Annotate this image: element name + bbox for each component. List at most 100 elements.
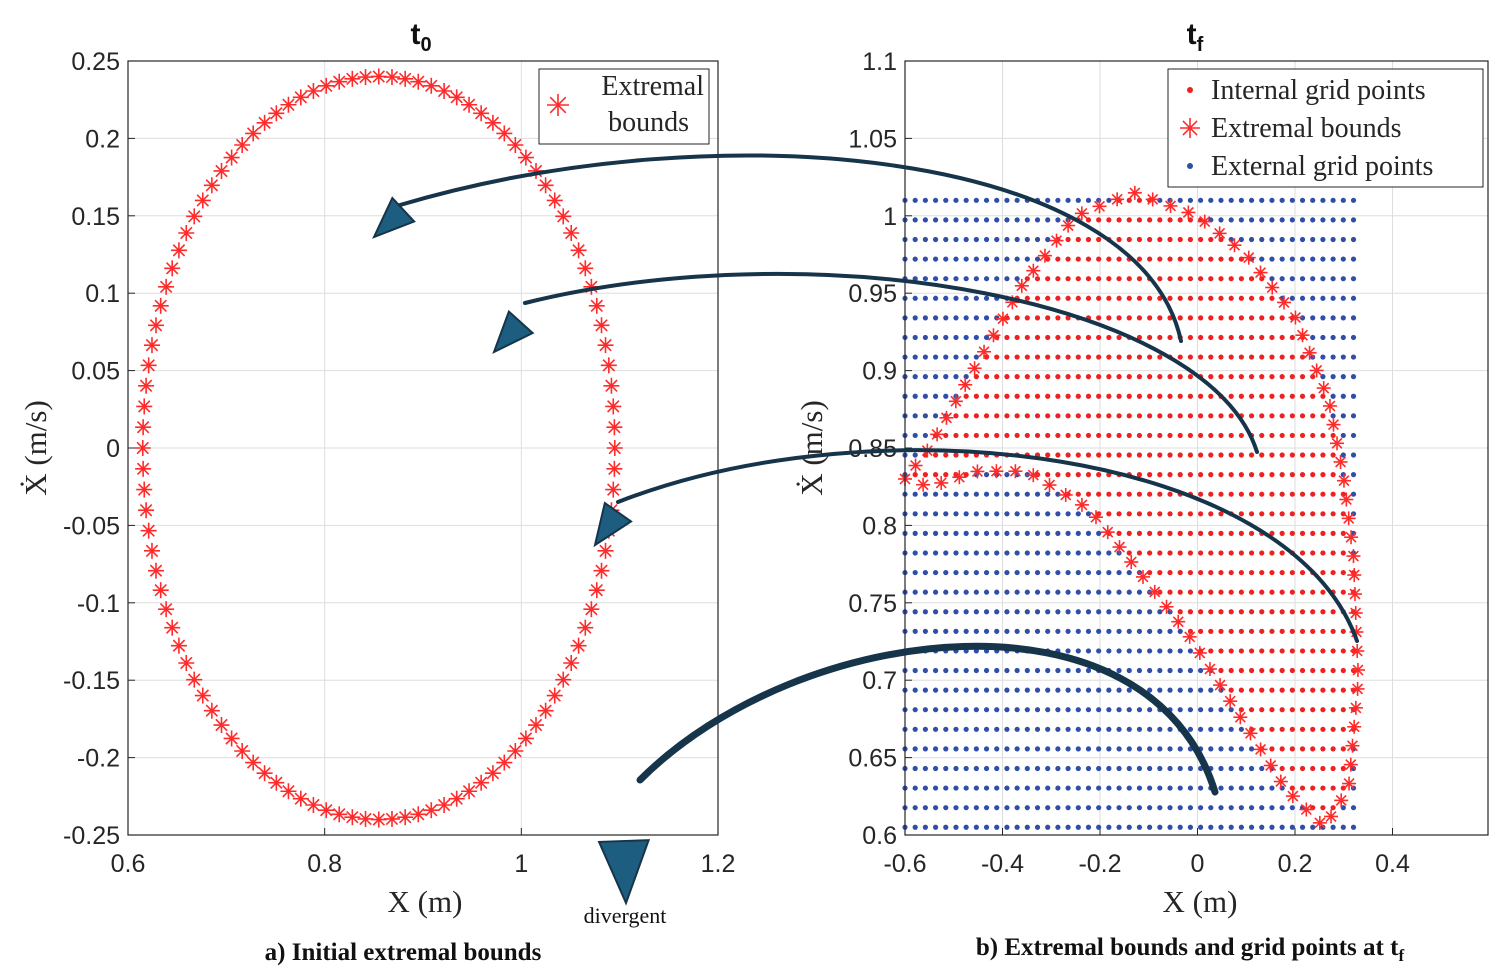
external-grid-point bbox=[983, 295, 990, 301]
extremal-bound-point bbox=[213, 162, 230, 179]
external-grid-point bbox=[973, 589, 979, 595]
internal-grid-point bbox=[963, 413, 969, 419]
internal-grid-point bbox=[1259, 295, 1265, 301]
internal-grid-point bbox=[1167, 569, 1173, 576]
internal-grid-point bbox=[1248, 609, 1255, 615]
external-grid-point bbox=[1116, 667, 1122, 674]
external-grid-point bbox=[912, 334, 918, 341]
extremal-bound-point bbox=[397, 809, 414, 826]
external-grid-point bbox=[1055, 726, 1061, 732]
external-grid-point bbox=[1340, 393, 1346, 399]
extremal-bound-point bbox=[496, 754, 513, 771]
extremal-bound-point bbox=[1092, 199, 1107, 214]
internal-grid-point bbox=[1126, 491, 1132, 497]
internal-grid-point bbox=[1340, 530, 1346, 536]
external-grid-point bbox=[1340, 452, 1346, 458]
panel-b-ylabel: Ẋ (m/s) bbox=[794, 400, 829, 496]
external-grid-point bbox=[1034, 805, 1041, 811]
external-grid-point bbox=[1075, 648, 1081, 654]
internal-grid-point bbox=[1238, 648, 1244, 654]
internal-grid-point bbox=[1259, 609, 1265, 615]
internal-grid-point bbox=[1228, 569, 1234, 576]
internal-grid-point bbox=[1299, 472, 1306, 478]
external-grid-point bbox=[963, 491, 969, 497]
internal-grid-point bbox=[1198, 432, 1204, 439]
external-grid-point bbox=[1034, 746, 1041, 752]
internal-grid-point bbox=[1340, 687, 1346, 693]
internal-grid-point bbox=[1116, 276, 1122, 282]
internal-grid-point bbox=[1167, 491, 1173, 497]
internal-grid-point bbox=[1208, 530, 1214, 536]
external-grid-point bbox=[953, 295, 959, 301]
panel-b-ytick-label: 1.1 bbox=[862, 48, 897, 76]
internal-grid-point bbox=[1157, 354, 1163, 360]
internal-grid-point bbox=[1340, 765, 1346, 772]
extremal-bound-point bbox=[397, 70, 414, 87]
extremal-bound-point bbox=[1008, 464, 1023, 479]
external-grid-point bbox=[1034, 609, 1041, 615]
external-grid-point bbox=[1177, 785, 1183, 791]
internal-grid-point bbox=[1330, 785, 1336, 791]
internal-grid-point bbox=[1228, 276, 1234, 282]
internal-grid-point bbox=[1065, 315, 1071, 321]
internal-grid-point bbox=[1330, 530, 1336, 536]
internal-grid-point bbox=[1218, 256, 1224, 262]
internal-grid-point bbox=[1269, 609, 1275, 615]
internal-grid-point bbox=[1136, 236, 1143, 243]
internal-grid-point bbox=[1167, 413, 1173, 419]
external-grid-point bbox=[932, 550, 939, 556]
internal-grid-point bbox=[1126, 550, 1132, 556]
internal-grid-point bbox=[1340, 648, 1346, 654]
external-grid-point bbox=[1126, 785, 1132, 791]
extremal-bound-point bbox=[1345, 738, 1360, 753]
external-grid-point bbox=[1014, 765, 1020, 772]
external-grid-point bbox=[1055, 217, 1061, 223]
extremal-bound-point bbox=[318, 802, 335, 819]
external-grid-point bbox=[1157, 726, 1163, 732]
internal-grid-point bbox=[1228, 295, 1234, 301]
internal-grid-point bbox=[1024, 315, 1030, 321]
internal-grid-point bbox=[1320, 589, 1326, 595]
internal-grid-point bbox=[1299, 491, 1306, 497]
external-grid-point bbox=[1065, 707, 1071, 713]
internal-grid-point bbox=[1045, 432, 1051, 439]
extremal-bound-point bbox=[1276, 295, 1291, 310]
internal-grid-point bbox=[1238, 354, 1244, 360]
internal-grid-point bbox=[1208, 589, 1214, 595]
external-grid-point bbox=[1004, 530, 1010, 536]
internal-grid-point bbox=[1310, 648, 1316, 654]
external-grid-point bbox=[932, 491, 939, 497]
external-grid-point bbox=[1198, 805, 1204, 811]
extremal-bound-point bbox=[186, 671, 203, 688]
internal-grid-point bbox=[1096, 334, 1102, 341]
external-grid-point bbox=[1075, 785, 1081, 791]
extremal-bound-point bbox=[152, 297, 169, 314]
internal-grid-point bbox=[1126, 217, 1132, 223]
external-grid-point bbox=[1350, 765, 1357, 772]
external-grid-point bbox=[1269, 824, 1275, 830]
extremal-bound-point bbox=[1333, 454, 1348, 469]
external-grid-point bbox=[973, 687, 979, 693]
internal-grid-point bbox=[1218, 550, 1224, 556]
extremal-bound-point bbox=[268, 774, 285, 791]
external-grid-point bbox=[1014, 550, 1020, 556]
external-grid-point bbox=[973, 805, 979, 811]
external-grid-point bbox=[943, 197, 949, 203]
panel-a-ytick-label: 0.15 bbox=[71, 203, 120, 231]
internal-grid-point bbox=[1045, 374, 1051, 380]
extremal-bound-point bbox=[344, 70, 361, 87]
internal-grid-point bbox=[1248, 530, 1255, 536]
internal-grid-point bbox=[1075, 413, 1081, 419]
external-grid-point bbox=[1004, 217, 1010, 223]
external-grid-point bbox=[1136, 648, 1143, 654]
external-grid-point bbox=[922, 785, 928, 791]
internal-grid-point bbox=[1126, 432, 1132, 439]
internal-grid-point bbox=[1259, 667, 1265, 674]
external-grid-point bbox=[943, 334, 949, 341]
external-grid-point bbox=[1147, 785, 1153, 791]
internal-grid-point bbox=[1289, 413, 1295, 419]
internal-grid-point bbox=[1187, 511, 1194, 517]
panel-b-legend: Internal grid points Extremal bounds Ext… bbox=[1167, 68, 1484, 188]
internal-grid-point bbox=[1238, 511, 1244, 517]
internal-grid-point bbox=[1269, 687, 1275, 693]
